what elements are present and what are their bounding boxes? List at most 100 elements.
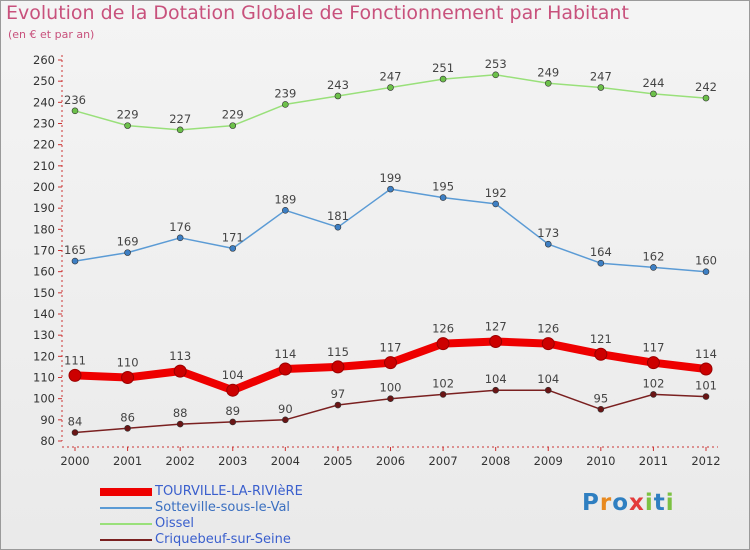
data-point: [702, 393, 710, 400]
data-point: [334, 92, 342, 100]
data-label: 165: [64, 243, 86, 257]
data-label: 126: [432, 322, 454, 336]
data-label: 111: [64, 353, 86, 367]
data-label: 251: [432, 61, 454, 75]
data-label: 253: [485, 57, 507, 71]
data-point: [71, 107, 79, 115]
data-label: 117: [380, 341, 402, 355]
legend-label: Sotteville-sous-le-Val: [155, 500, 291, 515]
data-point: [597, 84, 605, 91]
data-label: 90: [278, 402, 293, 416]
data-point: [387, 84, 394, 91]
data-label: 242: [695, 80, 717, 94]
data-point: [544, 240, 552, 248]
data-label: 229: [117, 108, 139, 122]
y-tick-label: 170: [33, 244, 55, 258]
y-tick-label: 230: [33, 117, 55, 131]
data-label: 247: [590, 70, 612, 84]
data-label: 102: [642, 376, 664, 390]
data-label: 104: [537, 372, 559, 386]
data-label: 195: [432, 180, 454, 194]
data-label: 239: [274, 86, 296, 100]
data-label: 229: [222, 108, 244, 122]
x-tick-label: 2005: [323, 454, 352, 468]
data-point: [489, 335, 503, 349]
data-label: 162: [642, 249, 664, 263]
data-label: 176: [169, 220, 191, 234]
data-label: 102: [432, 376, 454, 390]
data-label: 244: [642, 76, 664, 90]
data-point: [699, 362, 713, 376]
data-label: 117: [642, 341, 664, 355]
y-tick-label: 160: [33, 265, 55, 279]
chart-series: 165 169 176 171 189 181 199 195 192 173 164 162 160 2…: [64, 57, 717, 436]
data-point: [646, 356, 660, 370]
data-point: [439, 194, 447, 201]
data-label: 115: [327, 345, 349, 359]
data-point: [650, 90, 657, 98]
data-point: [229, 245, 237, 252]
data-label: 110: [117, 356, 139, 370]
logo-letter: r: [599, 490, 613, 516]
y-tick-label: 140: [33, 307, 55, 321]
data-point: [492, 71, 499, 79]
x-tick-label: 2009: [534, 454, 563, 468]
data-label: 236: [64, 93, 86, 107]
data-point: [71, 257, 79, 265]
data-point: [544, 386, 552, 394]
data-point: [492, 200, 499, 208]
data-point: [229, 122, 237, 129]
line-chart: 8090100110120130140150160170180190200210…: [33, 53, 721, 468]
data-label: 100: [380, 381, 402, 395]
x-tick-label: 2004: [271, 454, 300, 468]
data-label: 192: [485, 186, 507, 200]
data-label: 113: [169, 349, 191, 363]
x-tick-label: 2001: [113, 454, 142, 468]
data-point: [387, 395, 394, 402]
data-label: 249: [537, 65, 559, 79]
data-point: [176, 234, 184, 242]
x-tick-label: 2010: [586, 454, 615, 468]
data-label: 114: [695, 347, 717, 361]
data-label: 171: [222, 230, 244, 244]
data-point: [597, 259, 605, 267]
x-tick-label: 2012: [691, 454, 720, 468]
logo-letter: o: [612, 490, 630, 516]
data-label: 86: [120, 410, 135, 424]
x-tick-label: 2007: [428, 454, 457, 468]
y-tick-label: 240: [33, 95, 55, 109]
data-point: [226, 383, 240, 397]
data-label: 160: [695, 254, 717, 268]
data-point: [439, 391, 447, 398]
data-point: [492, 386, 499, 394]
y-tick-label: 190: [33, 201, 55, 215]
data-point: [597, 405, 605, 413]
data-label: 199: [380, 171, 402, 185]
data-label: 173: [537, 226, 559, 240]
data-point: [176, 126, 184, 134]
y-tick-label: 180: [33, 222, 55, 236]
data-label: 243: [327, 78, 349, 92]
series-sotteville-sous-le-val: 165 169 176 171 189 181 199 195 192 173 164 162 160: [64, 171, 717, 275]
logo-letter: i: [644, 490, 654, 516]
chart-subtitle: (en € et par an): [8, 28, 95, 41]
data-label: 104: [485, 372, 507, 386]
logo-letter: x: [629, 490, 645, 516]
data-label: 84: [68, 415, 83, 429]
series-tourville-la-rivi-re: 111 110 113 104 114 115 117 126 127 126 121 117 114: [64, 320, 717, 397]
y-tick-label: 220: [33, 138, 55, 152]
data-point: [387, 185, 394, 193]
legend-swatch: [100, 507, 152, 509]
y-tick-label: 100: [33, 392, 55, 406]
x-tick-label: 2002: [166, 454, 195, 468]
data-point: [541, 337, 555, 351]
data-label: 114: [274, 347, 296, 361]
data-point: [124, 424, 131, 432]
legend-swatch: [100, 523, 152, 525]
data-point: [650, 264, 657, 271]
data-point: [384, 356, 397, 370]
data-point: [124, 249, 131, 256]
data-label: 88: [173, 406, 188, 420]
data-label: 126: [537, 322, 559, 336]
data-label: 95: [594, 391, 609, 405]
